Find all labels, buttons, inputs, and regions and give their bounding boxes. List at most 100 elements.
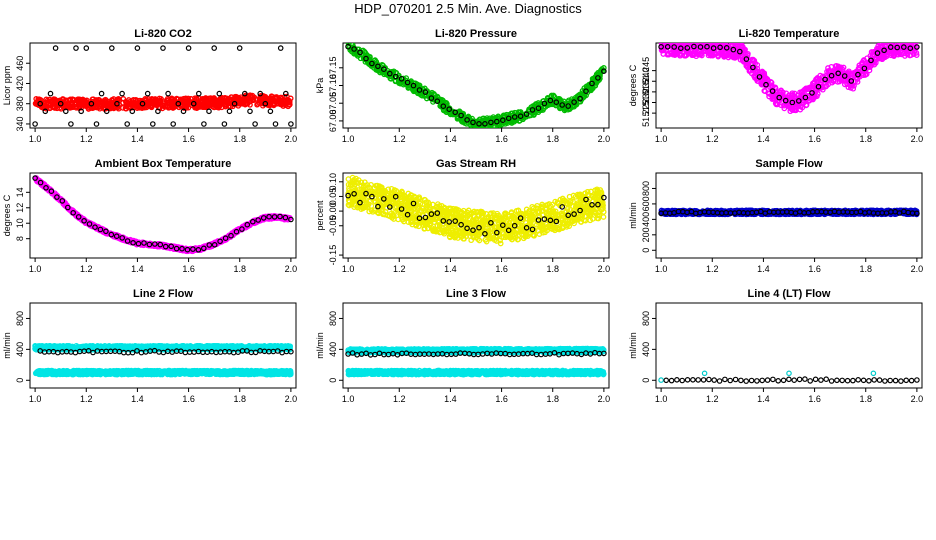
data-point — [750, 56, 757, 63]
data-point — [200, 96, 207, 103]
data-point — [838, 64, 844, 71]
data-point — [666, 37, 670, 41]
data-point — [156, 95, 163, 102]
mean-point — [65, 204, 71, 211]
mean-point — [190, 246, 196, 252]
data-point — [408, 192, 414, 198]
y-axis-label: degrees C — [628, 64, 638, 106]
data-point — [49, 98, 56, 105]
data-point — [362, 49, 369, 56]
data-point — [882, 54, 888, 61]
mean-point — [529, 226, 536, 233]
mean-point — [795, 98, 802, 104]
mean-point — [195, 247, 202, 253]
plot-frame — [342, 42, 610, 129]
mean-point — [266, 213, 272, 220]
data-point — [140, 103, 146, 110]
data-point — [185, 45, 192, 51]
mean-point — [677, 45, 684, 52]
y-tick-label: 600 — [641, 196, 651, 211]
data-point — [568, 98, 575, 105]
data-point — [362, 204, 369, 210]
data-point — [851, 82, 857, 89]
data-point — [380, 193, 387, 200]
data-point — [678, 38, 682, 42]
mean-point — [260, 215, 267, 221]
data-point — [508, 210, 515, 217]
mean-point — [173, 245, 180, 252]
data-point — [73, 45, 79, 51]
mean-point — [828, 72, 835, 79]
mean-point — [565, 212, 572, 219]
x-tick-label: 1.8 — [233, 264, 246, 274]
data-point — [98, 90, 105, 97]
data-point — [431, 206, 438, 213]
data-point — [556, 225, 563, 232]
mean-point — [345, 43, 351, 50]
data-point — [284, 97, 291, 103]
data-point — [170, 121, 177, 127]
data-point — [73, 97, 80, 104]
x-tick-label: 1.4 — [757, 134, 770, 144]
data-point — [477, 217, 484, 223]
mean-point — [493, 229, 500, 236]
data-point — [553, 102, 559, 109]
x-tick-label: 1.2 — [393, 134, 406, 144]
chart-title: Li-820 Pressure — [435, 28, 517, 40]
data-point — [143, 96, 150, 103]
data-point — [93, 121, 100, 127]
data-point — [366, 184, 373, 191]
data-point — [129, 108, 136, 115]
data-point — [467, 215, 473, 222]
data-point — [103, 108, 110, 115]
data-point — [592, 209, 599, 216]
data-point — [561, 214, 567, 221]
data-point — [247, 108, 253, 115]
mean-point — [809, 90, 815, 96]
data-point — [144, 90, 151, 97]
mean-point — [565, 103, 572, 109]
data-layer — [345, 43, 607, 128]
mean-point — [476, 121, 482, 127]
mean-point — [488, 220, 494, 226]
y-axis-label: kPa — [315, 78, 325, 94]
y-tick-label: 51.230 — [641, 89, 651, 117]
data-point — [587, 217, 594, 224]
y-tick-label: 800 — [641, 181, 651, 196]
plot-frame — [29, 172, 297, 259]
data-point — [773, 101, 780, 108]
data-point — [360, 195, 367, 202]
data-point — [470, 219, 476, 225]
mean-point — [704, 43, 710, 50]
mean-point — [32, 175, 38, 181]
data-point — [59, 96, 66, 102]
x-tick-label: 1.2 — [80, 134, 93, 144]
mean-point — [815, 83, 822, 90]
mean-point — [244, 221, 251, 228]
data-point — [183, 105, 190, 111]
y-tick-label: 200 — [641, 227, 651, 242]
data-point — [704, 43, 711, 47]
mean-point — [369, 60, 375, 67]
data-point — [155, 108, 161, 115]
x-tick-label: 1.2 — [393, 264, 406, 274]
data-point — [709, 50, 716, 56]
data-point — [902, 37, 906, 41]
mean-point — [363, 190, 369, 197]
data-point — [106, 99, 113, 105]
data-point — [283, 102, 289, 109]
data-point — [114, 100, 120, 107]
data-point — [409, 218, 415, 225]
data-point — [907, 52, 913, 59]
mean-point — [446, 106, 453, 113]
data-point — [600, 65, 607, 71]
data-point — [468, 221, 475, 228]
mean-point — [559, 204, 566, 210]
data-point — [201, 121, 207, 127]
data-point — [440, 229, 447, 235]
data-point — [694, 43, 701, 47]
mean-point — [222, 235, 229, 242]
data-point — [730, 43, 736, 45]
